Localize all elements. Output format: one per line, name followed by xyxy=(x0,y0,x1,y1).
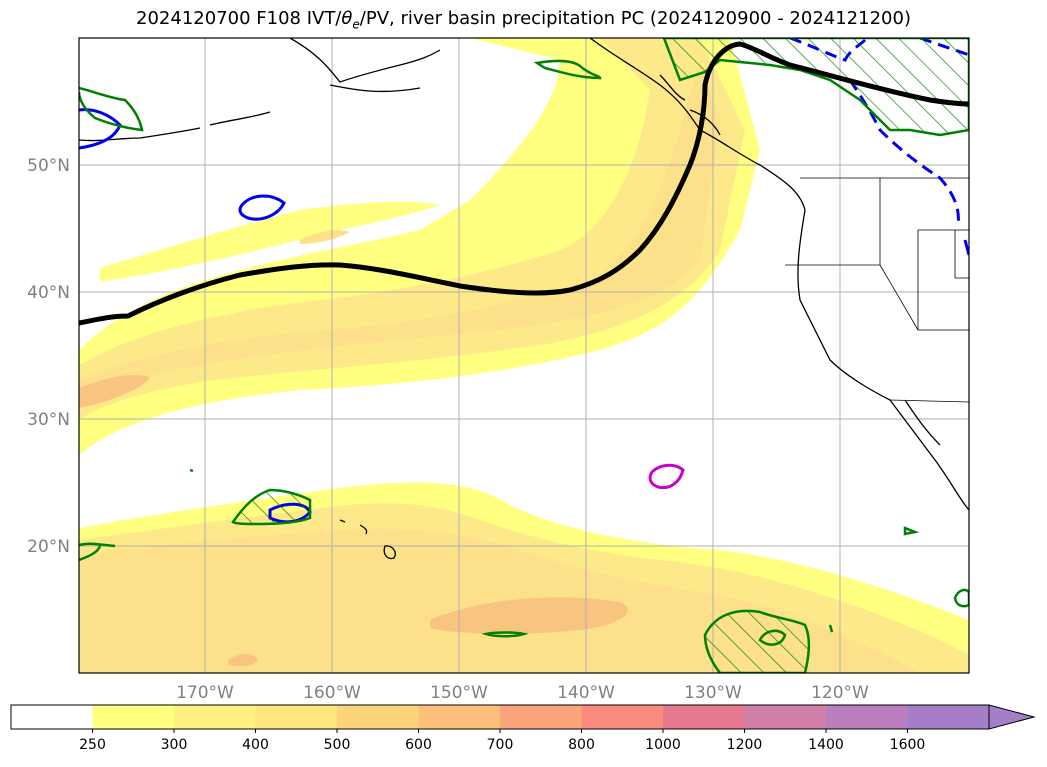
lon-labels: 170°W 160°W 150°W 140°W 130°W 120°W xyxy=(176,683,869,703)
state-borders xyxy=(785,177,969,403)
colorbar-segment xyxy=(418,705,501,729)
colorbar-label: 400 xyxy=(242,737,269,753)
colorbar-label: 700 xyxy=(487,737,514,753)
colorbar: 250 300 400 500 600 700 800 1000 1200 1400 1600 xyxy=(10,704,1036,753)
lon-label-170w: 170°W xyxy=(176,683,234,703)
colorbar-label: 800 xyxy=(568,737,595,753)
lat-label-50: 50°N xyxy=(27,156,70,176)
lat-label-20: 20°N xyxy=(27,537,70,557)
map-area xyxy=(79,38,969,673)
colorbar-segment xyxy=(174,705,256,729)
lon-label-120w: 120°W xyxy=(811,683,869,703)
lon-label-150w: 150°W xyxy=(430,683,488,703)
lat-label-40: 40°N xyxy=(27,283,70,303)
lat-label-30: 30°N xyxy=(27,410,70,430)
colorbar-segment xyxy=(744,705,827,729)
coastlines xyxy=(79,38,969,560)
lon-label-140w: 140°W xyxy=(557,683,615,703)
lon-label-130w: 130°W xyxy=(684,683,742,703)
colorbar-label: 300 xyxy=(161,737,188,753)
colorbar-segment xyxy=(663,705,745,729)
colorbar-label: 1600 xyxy=(890,737,926,753)
colorbar-label: 1200 xyxy=(727,737,763,753)
lon-label-160w: 160°W xyxy=(303,683,361,703)
colorbar-extend-arrow xyxy=(988,704,1036,730)
lat-labels: 50°N 40°N 30°N 20°N xyxy=(27,156,70,557)
colorbar-segment xyxy=(92,705,175,729)
colorbar-label: 500 xyxy=(324,737,351,753)
ivt-north-plume xyxy=(79,38,760,455)
colorbar-segment xyxy=(11,705,93,729)
map-frame xyxy=(78,37,970,674)
map-title: 2024120700 F108 IVT/θe/PV, river basin p… xyxy=(136,8,911,32)
colorbar-label: 250 xyxy=(79,737,106,753)
colorbar-label: 1000 xyxy=(645,737,681,753)
pv-contour xyxy=(79,41,969,326)
colorbar-segment xyxy=(500,705,582,729)
magenta-contour xyxy=(648,463,685,490)
colorbar-segment xyxy=(826,705,908,729)
colorbar-segment xyxy=(581,705,664,729)
colorbar-segment xyxy=(337,705,419,729)
colorbar-segment xyxy=(255,705,338,729)
colorbar-segment xyxy=(907,705,990,729)
colorbar-label: 1400 xyxy=(808,737,844,753)
colorbar-label: 600 xyxy=(405,737,432,753)
pc-contours xyxy=(79,38,969,673)
